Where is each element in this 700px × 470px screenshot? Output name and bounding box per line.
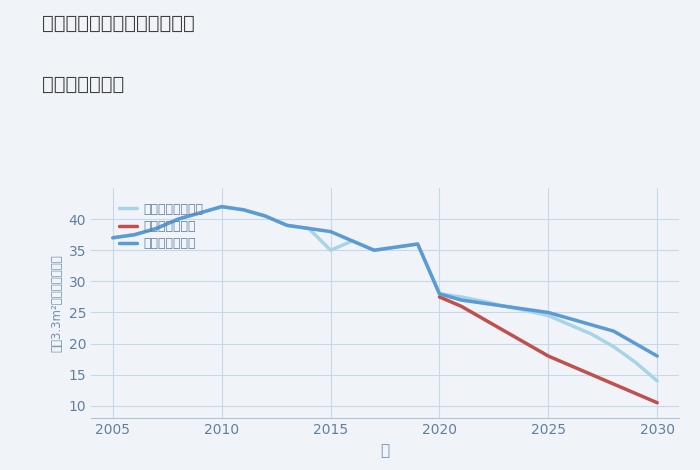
ノーマルシナリオ bbox=[130, 232, 139, 237]
ノーマルシナリオ bbox=[544, 313, 552, 318]
グッドシナリオ bbox=[304, 226, 313, 231]
グッドシナリオ bbox=[283, 222, 291, 228]
ノーマルシナリオ bbox=[370, 247, 378, 253]
バッドシナリオ bbox=[435, 294, 444, 300]
グッドシナリオ bbox=[392, 244, 400, 250]
Text: 土地の価格推移: 土地の価格推移 bbox=[42, 75, 125, 94]
グッドシナリオ bbox=[174, 216, 182, 222]
ノーマルシナリオ bbox=[152, 226, 160, 231]
ノーマルシナリオ bbox=[566, 322, 574, 328]
バッドシナリオ bbox=[500, 329, 509, 334]
バッドシナリオ bbox=[631, 391, 640, 396]
ノーマルシナリオ bbox=[435, 291, 444, 297]
ノーマルシナリオ bbox=[239, 207, 248, 212]
グッドシナリオ bbox=[348, 238, 356, 244]
グッドシナリオ bbox=[152, 226, 160, 231]
グッドシナリオ bbox=[653, 353, 662, 359]
グッドシナリオ bbox=[610, 329, 618, 334]
グッドシナリオ bbox=[239, 207, 248, 212]
Legend: ノーマルシナリオ, バッドシナリオ, グッドシナリオ: ノーマルシナリオ, バッドシナリオ, グッドシナリオ bbox=[115, 199, 207, 254]
グッドシナリオ bbox=[414, 241, 422, 247]
バッドシナリオ bbox=[457, 304, 466, 309]
Line: バッドシナリオ: バッドシナリオ bbox=[440, 297, 657, 403]
ノーマルシナリオ bbox=[304, 226, 313, 231]
X-axis label: 年: 年 bbox=[380, 443, 390, 458]
グッドシナリオ bbox=[522, 306, 531, 312]
Text: 愛知県稲沢市平和町観音堂の: 愛知県稲沢市平和町観音堂の bbox=[42, 14, 195, 33]
グッドシナリオ bbox=[544, 310, 552, 315]
ノーマルシナリオ bbox=[522, 308, 531, 313]
ノーマルシナリオ bbox=[108, 235, 117, 241]
ノーマルシナリオ bbox=[588, 331, 596, 337]
ノーマルシナリオ bbox=[479, 298, 487, 304]
ノーマルシナリオ bbox=[196, 210, 204, 216]
ノーマルシナリオ bbox=[392, 244, 400, 250]
グッドシナリオ bbox=[566, 316, 574, 321]
ノーマルシナリオ bbox=[174, 216, 182, 222]
ノーマルシナリオ bbox=[631, 360, 640, 365]
ノーマルシナリオ bbox=[610, 344, 618, 350]
ノーマルシナリオ bbox=[457, 294, 466, 300]
グッドシナリオ bbox=[435, 291, 444, 297]
グッドシナリオ bbox=[108, 235, 117, 241]
グッドシナリオ bbox=[261, 213, 270, 219]
バッドシナリオ bbox=[566, 362, 574, 368]
グッドシナリオ bbox=[479, 300, 487, 306]
ノーマルシナリオ bbox=[653, 378, 662, 384]
ノーマルシナリオ bbox=[261, 213, 270, 219]
グッドシナリオ bbox=[370, 247, 378, 253]
バッドシナリオ bbox=[653, 400, 662, 406]
グッドシナリオ bbox=[631, 341, 640, 346]
Y-axis label: 坪（3.3m²）単価（万円）: 坪（3.3m²）単価（万円） bbox=[50, 254, 63, 352]
グッドシナリオ bbox=[196, 210, 204, 216]
バッドシナリオ bbox=[588, 372, 596, 377]
グッドシナリオ bbox=[130, 232, 139, 237]
ノーマルシナリオ bbox=[500, 304, 509, 309]
グッドシナリオ bbox=[588, 322, 596, 328]
グッドシナリオ bbox=[326, 229, 335, 235]
バッドシナリオ bbox=[544, 353, 552, 359]
ノーマルシナリオ bbox=[218, 204, 226, 210]
ノーマルシナリオ bbox=[414, 241, 422, 247]
Line: ノーマルシナリオ: ノーマルシナリオ bbox=[113, 207, 657, 381]
ノーマルシナリオ bbox=[283, 222, 291, 228]
ノーマルシナリオ bbox=[348, 238, 356, 244]
バッドシナリオ bbox=[610, 381, 618, 387]
バッドシナリオ bbox=[522, 341, 531, 346]
グッドシナリオ bbox=[500, 304, 509, 309]
ノーマルシナリオ bbox=[326, 247, 335, 253]
Line: グッドシナリオ: グッドシナリオ bbox=[113, 207, 657, 356]
グッドシナリオ bbox=[457, 297, 466, 303]
グッドシナリオ bbox=[218, 204, 226, 210]
バッドシナリオ bbox=[479, 316, 487, 321]
